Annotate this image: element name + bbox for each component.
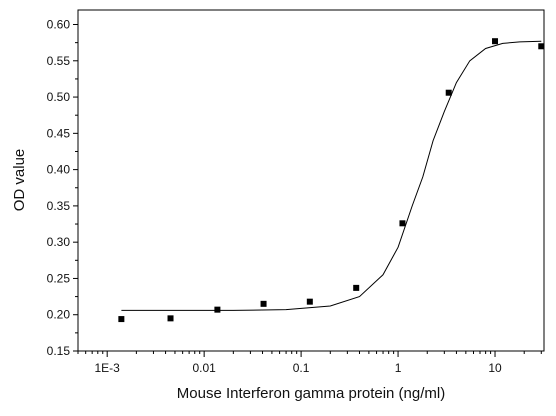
y-tick-label: 0.40 bbox=[47, 163, 71, 177]
data-point bbox=[445, 89, 452, 96]
data-points bbox=[118, 38, 545, 323]
data-point bbox=[353, 284, 360, 291]
data-point bbox=[538, 43, 545, 50]
data-point bbox=[118, 316, 125, 323]
y-axis: 0.15 0.20 0.25 0.30 0.35 0.40 0.45 0.50 0.55 0.60 bbox=[47, 18, 78, 358]
data-point bbox=[260, 300, 267, 307]
y-tick-label: 0.30 bbox=[47, 235, 71, 249]
fit-curve bbox=[121, 40, 542, 311]
x-tick-label: 1E-3 bbox=[95, 361, 121, 375]
x-tick-label: 1 bbox=[395, 361, 402, 375]
plot-frame bbox=[77, 9, 545, 352]
y-tick-label: 0.60 bbox=[47, 18, 71, 32]
y-tick-label: 0.20 bbox=[47, 308, 71, 322]
x-tick-label: 0.01 bbox=[192, 361, 216, 375]
data-point bbox=[492, 38, 499, 45]
y-tick-label: 0.55 bbox=[47, 54, 71, 68]
y-tick-label: 0.35 bbox=[47, 199, 71, 213]
data-point bbox=[214, 306, 221, 313]
data-point bbox=[306, 298, 313, 305]
y-tick-label: 0.15 bbox=[47, 344, 71, 358]
x-axis: 1E-3 0.01 0.1 1 10 bbox=[77, 351, 542, 375]
y-tick-label: 0.50 bbox=[47, 90, 71, 104]
y-tick-label: 0.45 bbox=[47, 126, 71, 140]
y-axis-title: OD value bbox=[11, 149, 28, 212]
x-tick-label: 0.1 bbox=[293, 361, 310, 375]
x-axis-title: Mouse Interferon gamma protein (ng/ml) bbox=[177, 385, 445, 402]
data-point bbox=[167, 315, 174, 322]
plot-area-border bbox=[77, 9, 545, 352]
data-point bbox=[399, 220, 406, 227]
y-tick-label: 0.25 bbox=[47, 271, 71, 285]
x-tick-label: 10 bbox=[488, 361, 502, 375]
